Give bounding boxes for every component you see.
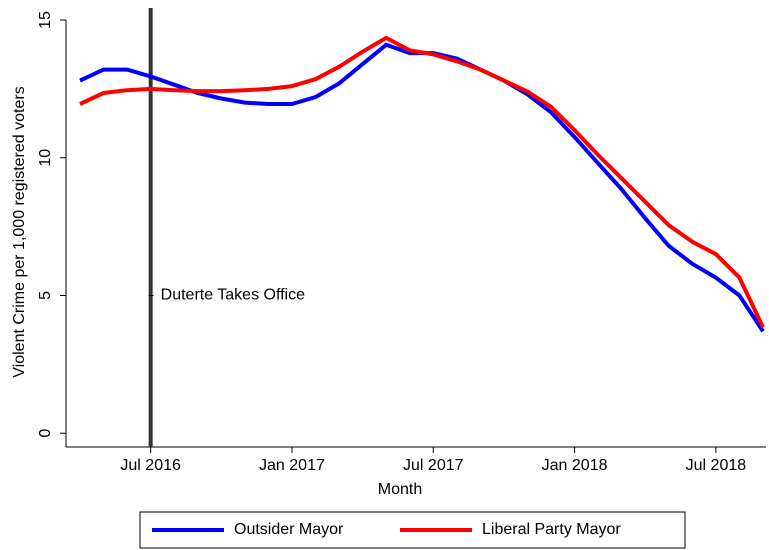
annotation: Duterte Takes Office: [161, 287, 305, 304]
x-tick-label: Jul 2017: [403, 457, 464, 474]
y-tick-label: 5: [37, 291, 54, 300]
series-line: [79, 35, 765, 329]
x-tick-label: Jan 2017: [259, 457, 325, 474]
x-axis-label: Month: [378, 481, 422, 498]
x-tick-label: Jul 2016: [120, 457, 181, 474]
legend-label: Liberal Party Mayor: [482, 521, 621, 538]
y-tick-label: 15: [37, 11, 54, 29]
x-tick-label: Jul 2018: [686, 457, 747, 474]
legend-label: Outsider Mayor: [234, 521, 344, 538]
y-axis-label: Violent Crime per 1,000 registered voter…: [11, 86, 28, 377]
y-tick-label: 10: [37, 149, 54, 167]
y-tick-label: 0: [37, 429, 54, 438]
x-tick-label: Jan 2018: [542, 457, 608, 474]
